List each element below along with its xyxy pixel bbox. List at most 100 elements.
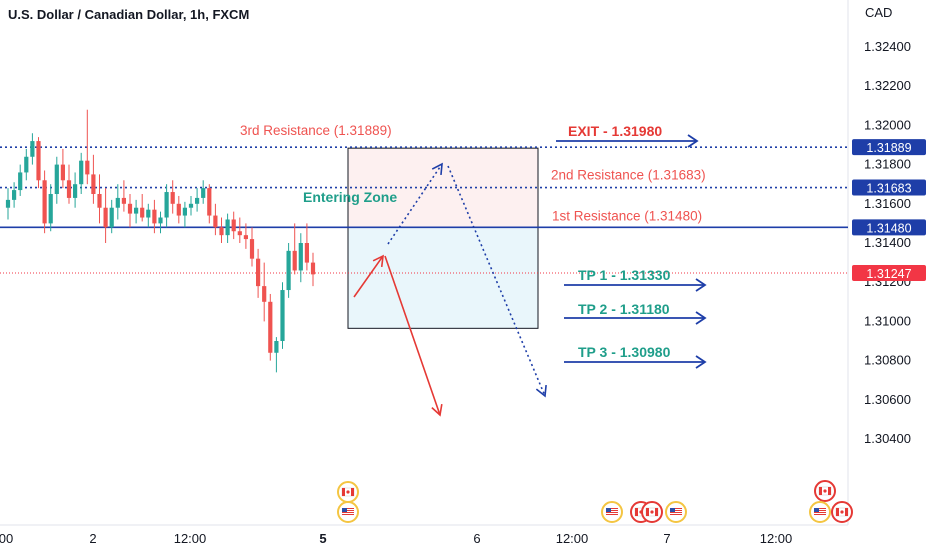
candle-body[interactable] [256,258,261,287]
candle-body[interactable] [292,250,297,271]
flag-stripe [670,508,682,509]
usa-flag-icon[interactable] [601,501,623,523]
candle-body[interactable] [176,203,181,216]
candle-body[interactable] [249,239,255,259]
maple-leaf [650,510,654,514]
blue-dotted-down-head [535,384,547,398]
canada-flag-icon[interactable] [337,481,359,503]
candle-body[interactable] [158,217,163,224]
flag-stripe [606,510,618,511]
flag-band-left [635,508,638,516]
level-price-badge [852,219,926,236]
candle-body[interactable] [310,262,316,275]
candle-body[interactable] [121,197,126,204]
candle-body[interactable] [60,164,65,181]
usa-flag-icon[interactable] [337,501,359,523]
candle-body[interactable] [262,286,267,302]
candle-body[interactable] [164,192,169,218]
candle-body[interactable] [231,219,236,232]
candle-body[interactable] [201,188,206,198]
canada-flag-icon[interactable] [814,480,836,502]
usa-flag-icon[interactable] [809,501,831,523]
red-arrow-down[interactable] [384,255,441,416]
candle-body[interactable] [140,207,145,218]
candle-body[interactable] [298,243,303,271]
candle-body[interactable] [152,209,157,224]
flag-canton [342,508,347,512]
entering-zone-box[interactable]: Entering Zone [303,147,539,329]
candle-body[interactable] [97,194,102,208]
target-label: EXIT - 1.31980 [568,123,662,139]
candle-body[interactable] [66,180,72,198]
candle-body[interactable] [73,184,78,198]
candle-body[interactable] [12,190,17,200]
candle-body[interactable] [42,180,47,224]
trade-arrows[interactable] [353,162,547,417]
candle-body[interactable] [268,301,273,353]
blue-dotted-up [387,163,443,245]
maple-leaf [346,490,350,494]
candle-body[interactable] [170,192,175,204]
canada-flag-icon[interactable] [831,501,853,523]
flag-stripe [606,508,618,509]
candle-body[interactable] [127,203,133,214]
candle-body[interactable] [85,160,90,175]
candle-body[interactable] [274,341,279,353]
candle-body[interactable] [18,172,23,191]
time-tick-label: 00 [0,531,13,546]
candle-body[interactable] [237,231,242,236]
candle-body[interactable] [182,207,187,216]
level-price-label: 1.31683 [866,182,911,196]
flag-stripe [606,512,618,513]
candle-body[interactable] [30,141,35,157]
candle-body[interactable] [115,197,120,208]
candle-body[interactable] [243,235,248,240]
candle-body[interactable] [103,207,108,228]
candle-body[interactable] [54,164,59,194]
flag-band-left [646,508,649,516]
resistance-levels[interactable]: 3rd Resistance (1.31889) 1.31889 2nd Resis… [0,123,926,236]
candle-body[interactable] [109,207,114,228]
candle-body[interactable] [5,199,11,208]
time-tick-label: 5 [319,531,326,546]
flag-stripe [342,508,354,509]
candle-body[interactable] [79,160,84,185]
red-arrow-up-head [372,254,384,268]
candle-body[interactable] [280,290,285,341]
candle-body[interactable] [24,156,29,173]
candle-body[interactable] [188,203,194,208]
candle-body[interactable] [213,215,218,228]
candle-body[interactable] [134,207,139,214]
candle-body[interactable] [146,209,151,218]
flag-band-right [828,487,831,495]
economic-events[interactable] [337,480,853,523]
candle-body[interactable] [48,194,53,224]
time-axis[interactable]: 00 2 12:00 5 6 12:00 7 12:00 [0,531,792,546]
candle-body[interactable] [286,250,291,291]
time-tick-label: 12:00 [556,531,589,546]
candle-body[interactable] [91,174,96,194]
candle-body[interactable] [195,197,200,204]
price-axis[interactable]: 1.32400 1.32200 1.32000 1.31800 1.31600 1.314… [864,39,911,446]
usa-flag-icon[interactable] [665,501,687,523]
flag-band-right [845,508,848,516]
canada-flag-icon[interactable] [641,501,663,523]
red-arrow-down-head [431,404,443,417]
red-arrow-up[interactable] [353,255,384,298]
flag-stripe [606,514,618,515]
candle-body[interactable] [304,243,309,263]
flag-stripe [342,512,354,513]
price-tick-label: 1.31800 [864,157,911,172]
candle-body[interactable] [219,227,224,236]
flag-stripe [814,508,826,509]
zone-border[interactable] [347,147,539,329]
targets[interactable]: EXIT - 1.31980 TP 1 - 1.31330 TP 2 - 1.311… [556,123,707,369]
price-tick-label: 1.30600 [864,392,911,407]
candles[interactable] [5,109,316,373]
candle-body[interactable] [36,141,41,181]
time-tick-label: 2 [89,531,96,546]
candle-body[interactable] [225,219,230,236]
candle-body[interactable] [207,188,212,216]
